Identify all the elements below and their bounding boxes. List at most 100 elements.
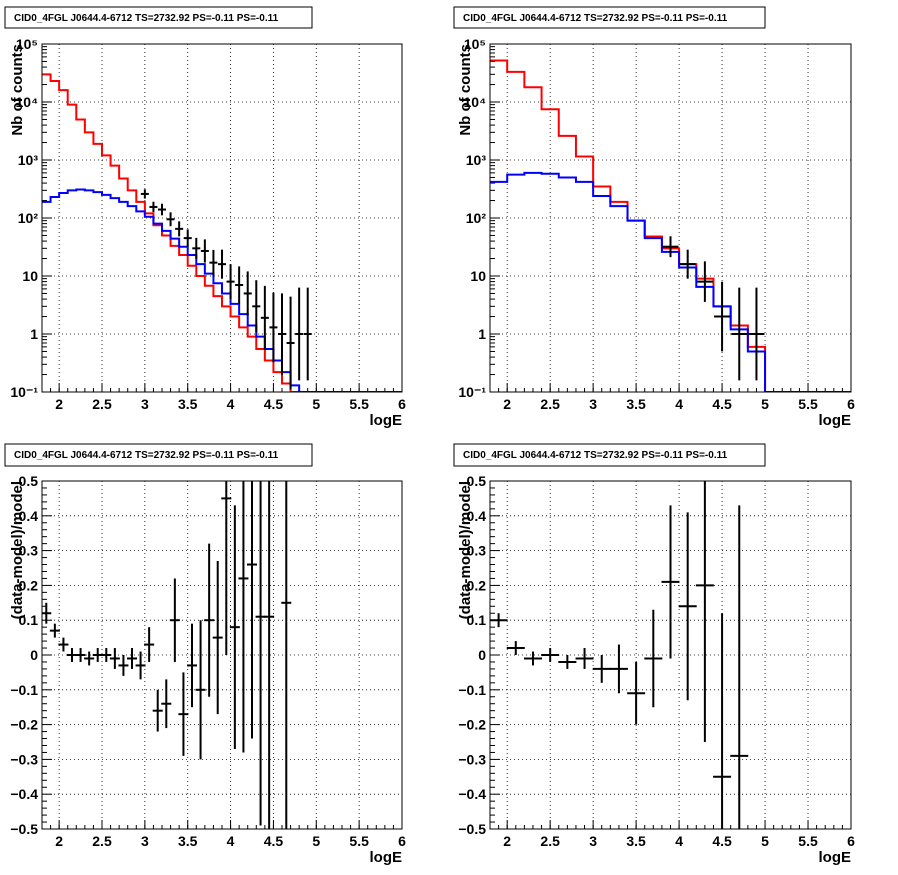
x-tick-label: 5	[312, 833, 320, 849]
y-tick-label: 10⁴	[16, 94, 39, 110]
data-point	[183, 229, 192, 247]
y-tick-label: 10²	[466, 210, 487, 226]
data-point	[731, 287, 748, 381]
x-tick-label: 4	[227, 396, 235, 412]
residual-point	[506, 641, 525, 655]
y-tick-label: 0.5	[19, 473, 39, 489]
y-tick-label: 0.4	[19, 508, 39, 524]
data-point	[295, 287, 304, 381]
data-point	[226, 264, 235, 300]
residual-point	[575, 648, 594, 669]
x-tick-label: 3	[589, 833, 597, 849]
data-point	[209, 249, 218, 276]
residual-point	[42, 602, 52, 624]
x-tick-label: 2	[55, 396, 63, 412]
x-tick-label: 3	[141, 396, 149, 412]
data-point	[714, 281, 731, 352]
x-tick-label: 4	[675, 833, 683, 849]
y-axis-title: Nb of counts	[457, 44, 474, 136]
x-tick-label: 2.5	[92, 833, 112, 849]
data-point	[158, 203, 166, 216]
data-point	[192, 237, 201, 259]
y-tick-label: 10⁴	[464, 94, 487, 110]
data-point	[303, 287, 312, 381]
x-tick-label: 2	[503, 396, 511, 412]
x-tick-label: 5	[761, 396, 769, 412]
x-tick-label: 2.5	[92, 396, 112, 412]
x-tick-label: 4	[227, 833, 235, 849]
plot-frame	[41, 480, 403, 830]
x-tick-label: 3	[141, 833, 149, 849]
plot-data	[42, 481, 292, 829]
data-point	[278, 293, 286, 375]
residual-point	[695, 481, 714, 742]
residual-point	[135, 651, 146, 680]
residual-point	[195, 620, 206, 760]
data-point	[260, 285, 269, 350]
data-point	[175, 221, 184, 237]
x-tick-label: 4	[675, 396, 683, 412]
model-total-line	[42, 73, 402, 392]
y-tick-label: 0.4	[467, 508, 487, 524]
chart-title: CID0_4FGL J0644.4-6712 TS=2732.92 PS=-0.…	[14, 450, 279, 461]
data-point	[200, 239, 209, 263]
residual-point	[101, 648, 112, 662]
model-component-line	[42, 188, 402, 392]
y-tick-label: 10	[22, 268, 38, 284]
y-tick-label: 0	[30, 647, 38, 663]
residual-point	[49, 623, 60, 638]
y-tick-label: 0.1	[19, 612, 39, 628]
residual-point	[58, 637, 69, 652]
title-box	[4, 6, 313, 29]
y-tick-label: 1	[478, 326, 486, 342]
residual-point	[627, 661, 646, 725]
x-tick-label: 4.5	[264, 833, 284, 849]
chart-title: CID0_4FGL J0644.4-6712 TS=2732.92 PS=-0.…	[463, 13, 728, 24]
data-point	[235, 266, 244, 304]
y-tick-label: 0.1	[467, 612, 487, 628]
data-point	[166, 212, 175, 227]
x-tick-label: 2	[55, 833, 63, 849]
y-tick-label: 10⁻¹	[10, 384, 38, 400]
residual-point	[92, 648, 103, 662]
y-tick-label: −0.5	[10, 821, 38, 837]
data-point	[679, 249, 696, 279]
x-tick-label: 6	[398, 833, 406, 849]
y-tick-label: 0.2	[19, 577, 39, 593]
chart-panel-4: CID0_4FGL J0644.4-6712 TS=2732.92 PS=-0.…	[453, 443, 855, 866]
x-axis-title: logE	[370, 849, 403, 866]
data-point	[252, 280, 261, 333]
residual-point	[187, 623, 197, 708]
data-point	[662, 236, 679, 258]
residual-point	[255, 481, 266, 826]
residual-point	[264, 481, 275, 829]
y-tick-label: 10³	[466, 152, 487, 168]
x-tick-label: 6	[847, 396, 855, 412]
y-tick-label: 10	[470, 268, 486, 284]
residual-point	[541, 648, 560, 662]
data-point	[696, 261, 713, 302]
x-tick-label: 3.5	[178, 833, 198, 849]
x-tick-label: 5	[761, 833, 769, 849]
residual-point	[490, 613, 508, 628]
plot-frame	[489, 480, 852, 830]
title-box	[453, 443, 766, 467]
y-tick-label: 10⁵	[464, 36, 486, 52]
x-tick-label: 3.5	[626, 833, 646, 849]
x-tick-label: 4.5	[712, 396, 732, 412]
residual-point	[161, 679, 172, 729]
x-axis-title: logE	[370, 412, 403, 429]
x-tick-label: 2.5	[540, 833, 560, 849]
x-axis-title: logE	[819, 849, 852, 866]
residual-point	[67, 648, 77, 662]
x-tick-label: 2.5	[540, 396, 560, 412]
x-tick-label: 6	[398, 396, 406, 412]
residual-point	[84, 651, 95, 666]
data-point	[243, 271, 252, 316]
residual-point	[247, 481, 257, 739]
residual-point	[730, 505, 749, 829]
x-tick-label: 6	[847, 833, 855, 849]
residual-point	[178, 672, 189, 756]
residual-point	[169, 578, 180, 662]
